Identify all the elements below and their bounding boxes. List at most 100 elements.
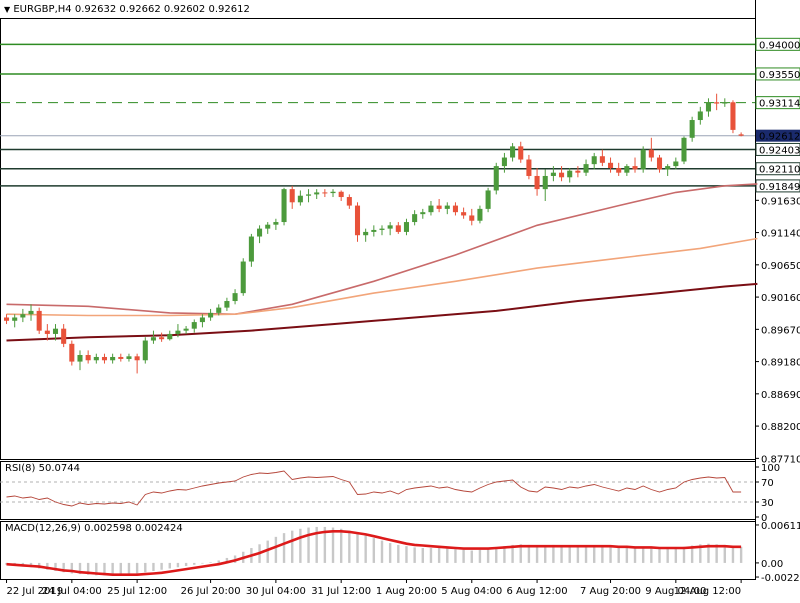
candle-body bbox=[616, 168, 622, 173]
candle-body bbox=[346, 197, 352, 206]
candle-body bbox=[224, 301, 230, 308]
macd-histogram-bar bbox=[666, 548, 669, 563]
candle-body bbox=[93, 356, 99, 361]
level-tag-label-0: 0.94000 bbox=[759, 40, 800, 51]
candle-body bbox=[281, 189, 287, 223]
low-value: 0.92602 bbox=[163, 4, 206, 15]
macd-histogram-bar bbox=[78, 562, 82, 575]
current-price-tag-label: 0.92612 bbox=[759, 132, 800, 143]
macd-histogram-bar bbox=[421, 548, 424, 563]
macd-histogram-bar bbox=[641, 547, 645, 563]
candle-body bbox=[20, 314, 26, 318]
close-value: 0.92612 bbox=[208, 4, 250, 15]
candle-body bbox=[118, 356, 124, 359]
candle-body bbox=[216, 307, 222, 313]
macd-histogram-bar bbox=[46, 562, 49, 570]
candle-body bbox=[607, 162, 614, 169]
time-tick-label: 6 Aug 12:00 bbox=[507, 586, 568, 597]
candle-body bbox=[722, 102, 728, 104]
candle-body bbox=[199, 317, 205, 323]
candle-body bbox=[575, 170, 581, 173]
level-tag-label-5: 0.91849 bbox=[759, 182, 800, 193]
rsi-tick-label: 30 bbox=[761, 498, 774, 509]
level-tag-label-1: 0.93550 bbox=[759, 70, 800, 81]
macd-histogram-bar bbox=[674, 548, 678, 563]
price-tick-label: 0.87710 bbox=[761, 454, 800, 465]
macd-histogram-bar bbox=[282, 533, 286, 563]
macd-histogram-bar bbox=[356, 533, 359, 563]
candle-body bbox=[648, 149, 654, 158]
macd-histogram-bar bbox=[462, 549, 465, 563]
macd-histogram-bar bbox=[372, 538, 376, 563]
macd-histogram-bar bbox=[446, 548, 449, 563]
current-price-tag bbox=[756, 129, 800, 142]
candle-body bbox=[665, 166, 671, 170]
level-tag-4 bbox=[755, 162, 800, 176]
candle-body bbox=[387, 225, 393, 229]
macd-histogram-bar bbox=[682, 546, 686, 563]
macd-histogram-bar bbox=[364, 535, 367, 563]
macd-histogram-bar bbox=[690, 545, 694, 563]
time-tick-label: 31 Jul 12:00 bbox=[311, 586, 371, 597]
macd-histogram-bar bbox=[486, 548, 490, 563]
macd-histogram-bar bbox=[405, 546, 408, 563]
macd-histogram-bar bbox=[739, 546, 743, 563]
macd-histogram-bar bbox=[266, 540, 269, 563]
candle-body bbox=[681, 137, 687, 162]
candle-body bbox=[501, 157, 507, 167]
candle-body bbox=[191, 322, 197, 329]
macd-histogram-bar bbox=[437, 548, 441, 563]
candle-body bbox=[44, 330, 50, 334]
macd-histogram-bar bbox=[723, 544, 726, 563]
macd-histogram-bar bbox=[576, 546, 580, 563]
candle-body bbox=[542, 175, 548, 190]
macd-histogram-bar bbox=[593, 545, 596, 563]
macd-histogram-bar bbox=[552, 544, 555, 563]
level-tag-0 bbox=[755, 37, 800, 51]
macd-histogram-bar bbox=[584, 546, 588, 563]
macd-histogram-bar bbox=[95, 562, 98, 576]
macd-histogram-bar bbox=[601, 546, 604, 563]
candle-body bbox=[493, 166, 499, 191]
collapse-triangle-icon[interactable]: ▼ bbox=[4, 5, 11, 14]
candle-body bbox=[363, 231, 369, 236]
candle-body bbox=[289, 189, 295, 203]
candle-body bbox=[77, 355, 83, 362]
rsi-line bbox=[6, 470, 742, 507]
candle-body bbox=[314, 192, 320, 195]
candle-body bbox=[3, 317, 10, 321]
macd-histogram-bar bbox=[519, 544, 522, 563]
candle-body bbox=[705, 102, 712, 112]
time-tick-label: 12 Aug 12:00 bbox=[674, 586, 741, 597]
time-tick-label: 7 Aug 20:00 bbox=[580, 586, 641, 597]
macd-histogram-bar bbox=[111, 562, 114, 576]
macd-histogram-bar bbox=[160, 562, 163, 570]
candle-body bbox=[142, 340, 148, 361]
macd-histogram-bar bbox=[184, 562, 188, 567]
time-tick-label: 30 Jul 04:00 bbox=[246, 586, 306, 597]
macd-histogram-bar bbox=[86, 562, 90, 575]
candle-body bbox=[477, 208, 483, 221]
time-tick-label: 9 Aug 04:00 bbox=[645, 586, 706, 597]
candle-body bbox=[28, 310, 34, 315]
macd-histogram-bar bbox=[503, 546, 506, 563]
macd-histogram-bar bbox=[127, 562, 131, 575]
macd-histogram-bar bbox=[625, 548, 629, 563]
macd-histogram-bar bbox=[323, 526, 327, 563]
level-tag-label-2: 0.93114 bbox=[759, 99, 800, 110]
price-header: ▼ EURGBP,H4 0.92632 0.92662 0.92602 0.92… bbox=[4, 4, 250, 15]
time-tick-label: 5 Aug 04:00 bbox=[441, 586, 502, 597]
macd-histogram-bar bbox=[103, 562, 106, 576]
candle-body bbox=[183, 328, 189, 331]
candle-body bbox=[420, 212, 426, 215]
candle-body bbox=[714, 102, 720, 104]
macd-histogram-bar bbox=[658, 548, 661, 563]
candle-body bbox=[697, 111, 703, 121]
macd-histogram-bar bbox=[193, 562, 196, 565]
candle-body bbox=[550, 172, 556, 176]
candle-body bbox=[85, 355, 91, 361]
macd-tick-label: -0.002275 bbox=[761, 573, 800, 584]
